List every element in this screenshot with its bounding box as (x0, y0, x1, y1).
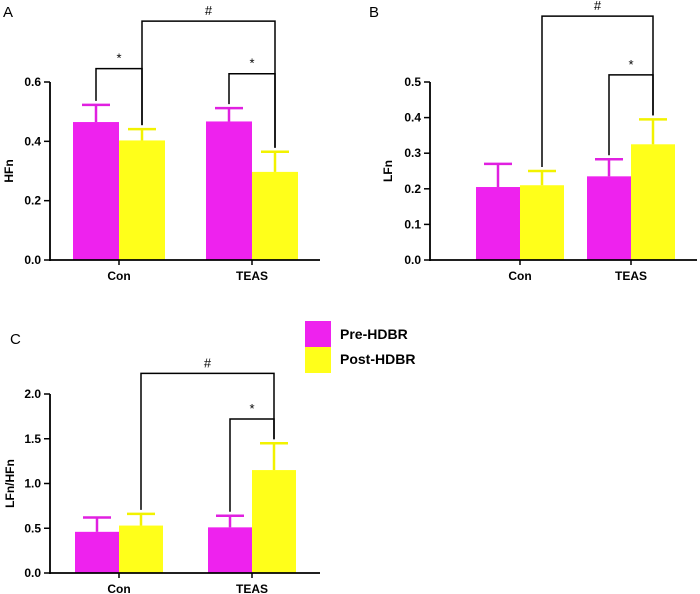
x-tick-label-a-teas: TEAS (236, 269, 268, 283)
bar-a-post-hdbr-con (119, 140, 165, 260)
chart-panel-c: LFn/HFn 0.0 0.5 1.0 1.5 2.0 Con TEAS * # (3, 355, 320, 594)
significance-label-b-1: # (594, 0, 602, 13)
y-tick-label-a-1: 0.2 (24, 194, 41, 208)
y-tick-label-b-5: 0.5 (404, 75, 421, 89)
bar-b-pre-hdbr-con (476, 187, 520, 260)
y-tick-label-b-2: 0.2 (404, 182, 421, 196)
y-tick-label-c-2: 1.0 (24, 477, 41, 491)
y-axis-label-c: LFn/HFn (3, 459, 17, 508)
y-tick-label-a-3: 0.6 (24, 75, 41, 89)
bar-a-pre-hdbr-teas (206, 121, 252, 260)
significance-label-c-0: * (249, 401, 254, 416)
panel-letter-b: B (369, 4, 379, 21)
y-tick-label-b-0: 0.0 (404, 253, 421, 267)
x-tick-label-c-teas: TEAS (236, 582, 268, 594)
chart-panel-a: HFn 0.0 0.2 0.4 0.6 Con TEAS * * # (2, 3, 320, 283)
bar-a-pre-hdbr-con (73, 122, 119, 260)
significance-label-c-1: # (204, 355, 212, 370)
significance-bracket-b-1 (541, 15, 654, 167)
y-tick-label-c-3: 1.5 (24, 432, 41, 446)
y-tick-label-a-0: 0.0 (24, 253, 41, 267)
bar-c-pre-hdbr-con (75, 531, 119, 573)
significance-bracket-a-2 (141, 20, 276, 148)
y-tick-label-b-3: 0.3 (404, 146, 421, 160)
bar-a-post-hdbr-teas (252, 171, 298, 260)
panel-letter-a: A (3, 4, 13, 21)
x-tick-label-b-con: Con (508, 269, 531, 283)
bar-c-post-hdbr-teas (252, 470, 296, 573)
panel-letter-c: C (10, 331, 21, 348)
legend: Pre-HDBR Post-HDBR (305, 321, 415, 373)
y-tick-label-b-4: 0.4 (404, 111, 421, 125)
legend-swatch-pre (305, 321, 331, 347)
y-tick-label-c-0: 0.0 (24, 566, 41, 580)
x-tick-label-c-con: Con (107, 582, 130, 594)
significance-label-a-2: # (205, 3, 213, 18)
significance-bracket-c-1 (140, 372, 275, 510)
x-tick-label-a-con: Con (107, 269, 130, 283)
bar-b-pre-hdbr-teas (587, 176, 631, 260)
bar-b-post-hdbr-teas (631, 144, 675, 260)
significance-label-b-0: * (628, 57, 633, 72)
y-tick-label-c-1: 0.5 (24, 521, 41, 535)
legend-swatch-post (305, 347, 331, 373)
x-tick-label-b-teas: TEAS (615, 269, 647, 283)
significance-label-a-1: * (249, 56, 254, 71)
y-tick-label-b-1: 0.1 (404, 217, 421, 231)
significance-bracket-a-0 (95, 67, 143, 126)
y-axis-label-b: LFn (381, 160, 395, 182)
bar-b-post-hdbr-con (520, 185, 564, 260)
legend-label-pre: Pre-HDBR (340, 326, 408, 342)
y-axis-label-a: HFn (2, 159, 16, 182)
y-tick-label-c-4: 2.0 (24, 387, 41, 401)
significance-bracket-b-0 (608, 74, 654, 156)
y-tick-label-a-2: 0.4 (24, 134, 41, 148)
bar-c-pre-hdbr-teas (208, 527, 252, 573)
significance-label-a-0: * (116, 51, 121, 66)
chart-panel-b: LFn 0.0 0.1 0.2 0.3 0.4 0.5 Con TEAS * # (381, 0, 697, 283)
bar-c-post-hdbr-con (119, 525, 163, 573)
legend-label-post: Post-HDBR (340, 351, 415, 367)
